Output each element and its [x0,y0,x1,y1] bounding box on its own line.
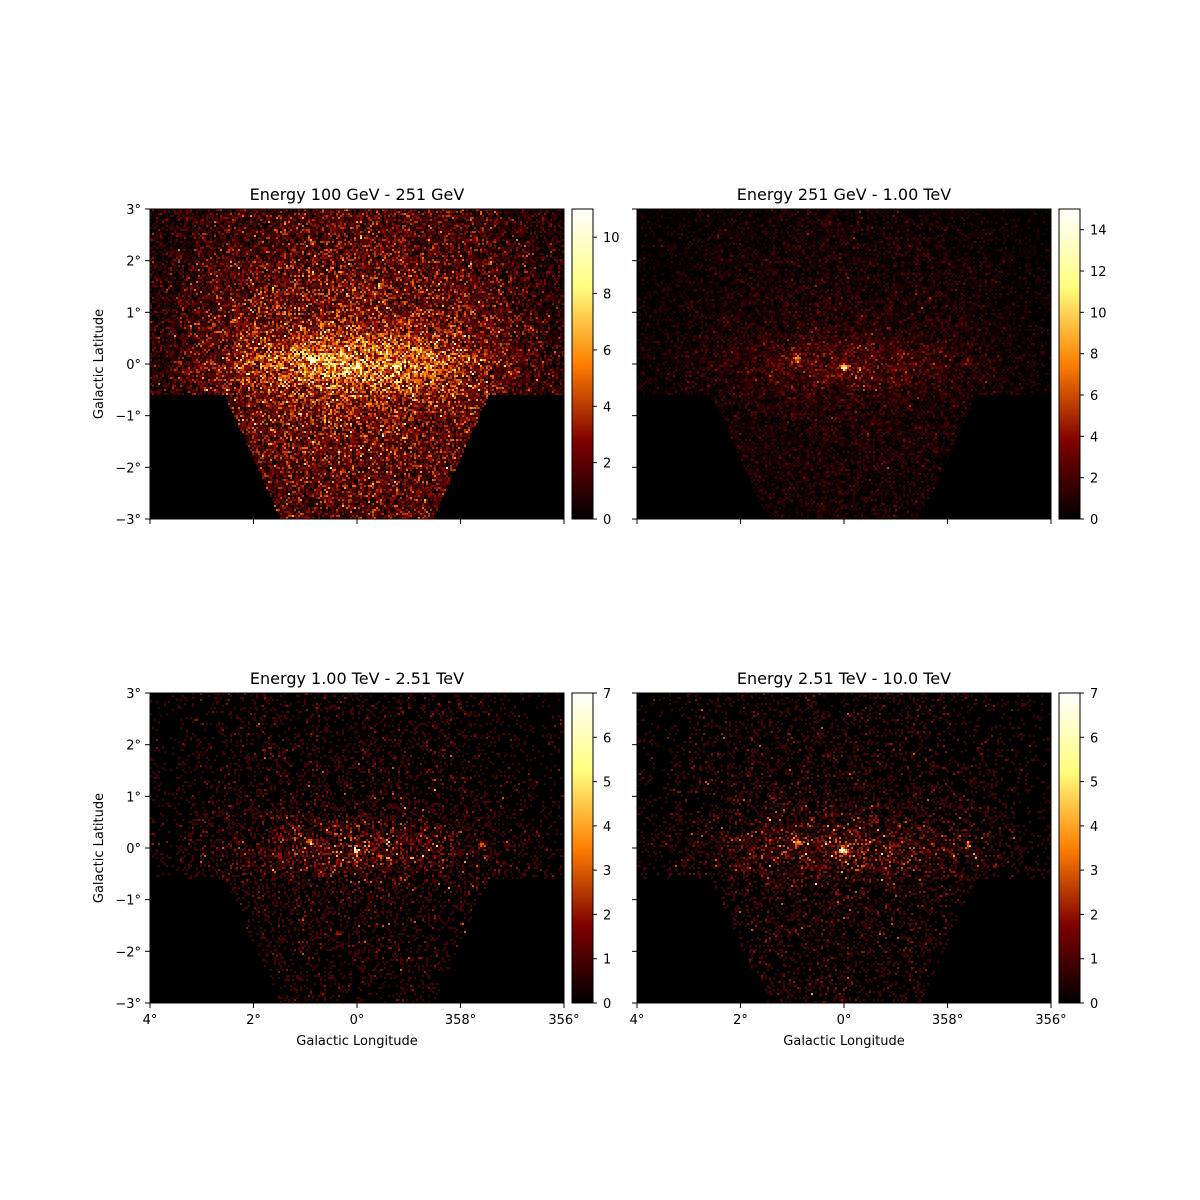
colorbar-tick-label: 8 [603,288,611,303]
y-tick-label: −1° [115,894,141,909]
colorbar-tick-label: 2 [603,908,611,923]
y-tick-label: 0° [126,842,141,857]
colorbar: 0 1 2 3 4 5 6 7 [1058,687,1098,1012]
x-tick-label: 2° [733,1013,748,1028]
colorbar-tick-label: 7 [603,687,611,702]
colorbar-tick-label: 3 [1090,864,1098,879]
y-tick-label: 1° [126,306,141,321]
y-tick-label: 0° [126,358,141,373]
y-tick-label: −2° [115,945,141,960]
x-tick-label: 356° [548,1013,579,1028]
colorbar-gradient [571,692,594,1004]
x-tick-label: 0° [350,1013,365,1028]
colorbar-tick-label: 7 [1090,687,1098,702]
x-axis-label: Galactic Longitude [783,1034,904,1049]
colorbar-tick-label: 4 [603,400,611,415]
y-tick-label: −3° [115,513,141,528]
panel-title: Energy 100 GeV - 251 GeV [250,185,465,204]
y-tick-label: 1° [126,790,141,805]
colorbar-tick-label: 2 [1090,472,1098,487]
panel-1: Energy 100 GeV - 251 GeV 3° 2° 1° 0° −1° −2° −3… [92,185,620,528]
colorbar-tick-label: 5 [603,776,611,791]
colorbar-tick-label: 2 [1090,908,1098,923]
panel-title: Energy 2.51 TeV - 10.0 TeV [737,669,951,688]
y-tick-label: 3° [126,687,141,702]
y-tick-label: 2° [126,739,141,754]
colorbar-tick-label: 14 [1090,224,1107,239]
colorbar-tick-label: 6 [1090,389,1098,404]
heatmap-image [150,209,564,519]
heatmap-image [637,209,1051,519]
panel-2: Energy 251 GeV - 1.00 TeV 0 2 4 6 8 10 12 14 [632,185,1107,528]
colorbar-tick-label: 0 [603,997,611,1012]
colorbar-tick-label: 0 [603,513,611,528]
colorbar-tick-label: 4 [603,820,611,835]
colorbar-tick-label: 0 [1090,513,1098,528]
panel-title: Energy 251 GeV - 1.00 TeV [737,185,951,204]
heatmap-image [150,693,564,1003]
colorbar-tick-label: 4 [1090,820,1098,835]
heatmap-image [637,693,1051,1003]
y-tick-label: 3° [126,203,141,218]
panel-title: Energy 1.00 TeV - 2.51 TeV [250,669,464,688]
y-axis-label: Galactic Latitude [92,309,107,419]
colorbar-tick-label: 6 [1090,731,1098,746]
colorbar-tick-label: 10 [1090,306,1107,321]
colorbar: 0 2 4 6 8 10 [571,208,620,528]
x-tick-label: 4° [630,1013,645,1028]
y-tick-label: −3° [115,997,141,1012]
colorbar-gradient [571,208,594,520]
colorbar-tick-label: 1 [603,953,611,968]
x-tick-label: 2° [246,1013,261,1028]
colorbar-tick-label: 1 [1090,953,1098,968]
colorbar-tick-label: 10 [603,231,620,246]
y-tick-label: −2° [115,461,141,476]
colorbar-gradient [1058,692,1081,1004]
colorbar-tick-label: 2 [603,457,611,472]
colorbar-tick-label: 8 [1090,348,1098,363]
colorbar-tick-label: 12 [1090,265,1107,280]
x-tick-label: 358° [932,1013,963,1028]
y-tick-label: 2° [126,255,141,270]
x-tick-label: 356° [1035,1013,1066,1028]
colorbar-tick-label: 3 [603,864,611,879]
colorbar-tick-label: 4 [1090,430,1098,445]
colorbar: 0 2 4 6 8 10 12 14 [1058,208,1107,528]
colorbar: 0 1 2 3 4 5 6 7 [571,687,611,1012]
colorbar-gradient [1058,208,1081,520]
panel-4: Energy 2.51 TeV - 10.0 TeV 4° 2° 0° 358° 356°… [630,669,1099,1049]
y-axis-label: Galactic Latitude [92,793,107,903]
x-tick-label: 358° [445,1013,476,1028]
x-tick-label: 0° [837,1013,852,1028]
colorbar-tick-label: 0 [1090,997,1098,1012]
x-tick-label: 4° [143,1013,158,1028]
colorbar-tick-label: 5 [1090,776,1098,791]
x-axis-label: Galactic Longitude [296,1034,417,1049]
colorbar-tick-label: 6 [603,344,611,359]
colorbar-tick-label: 6 [603,731,611,746]
y-tick-label: −1° [115,410,141,425]
panel-3: Energy 1.00 TeV - 2.51 TeV 3° 2° 1° 0° −1° −2°… [92,669,611,1049]
